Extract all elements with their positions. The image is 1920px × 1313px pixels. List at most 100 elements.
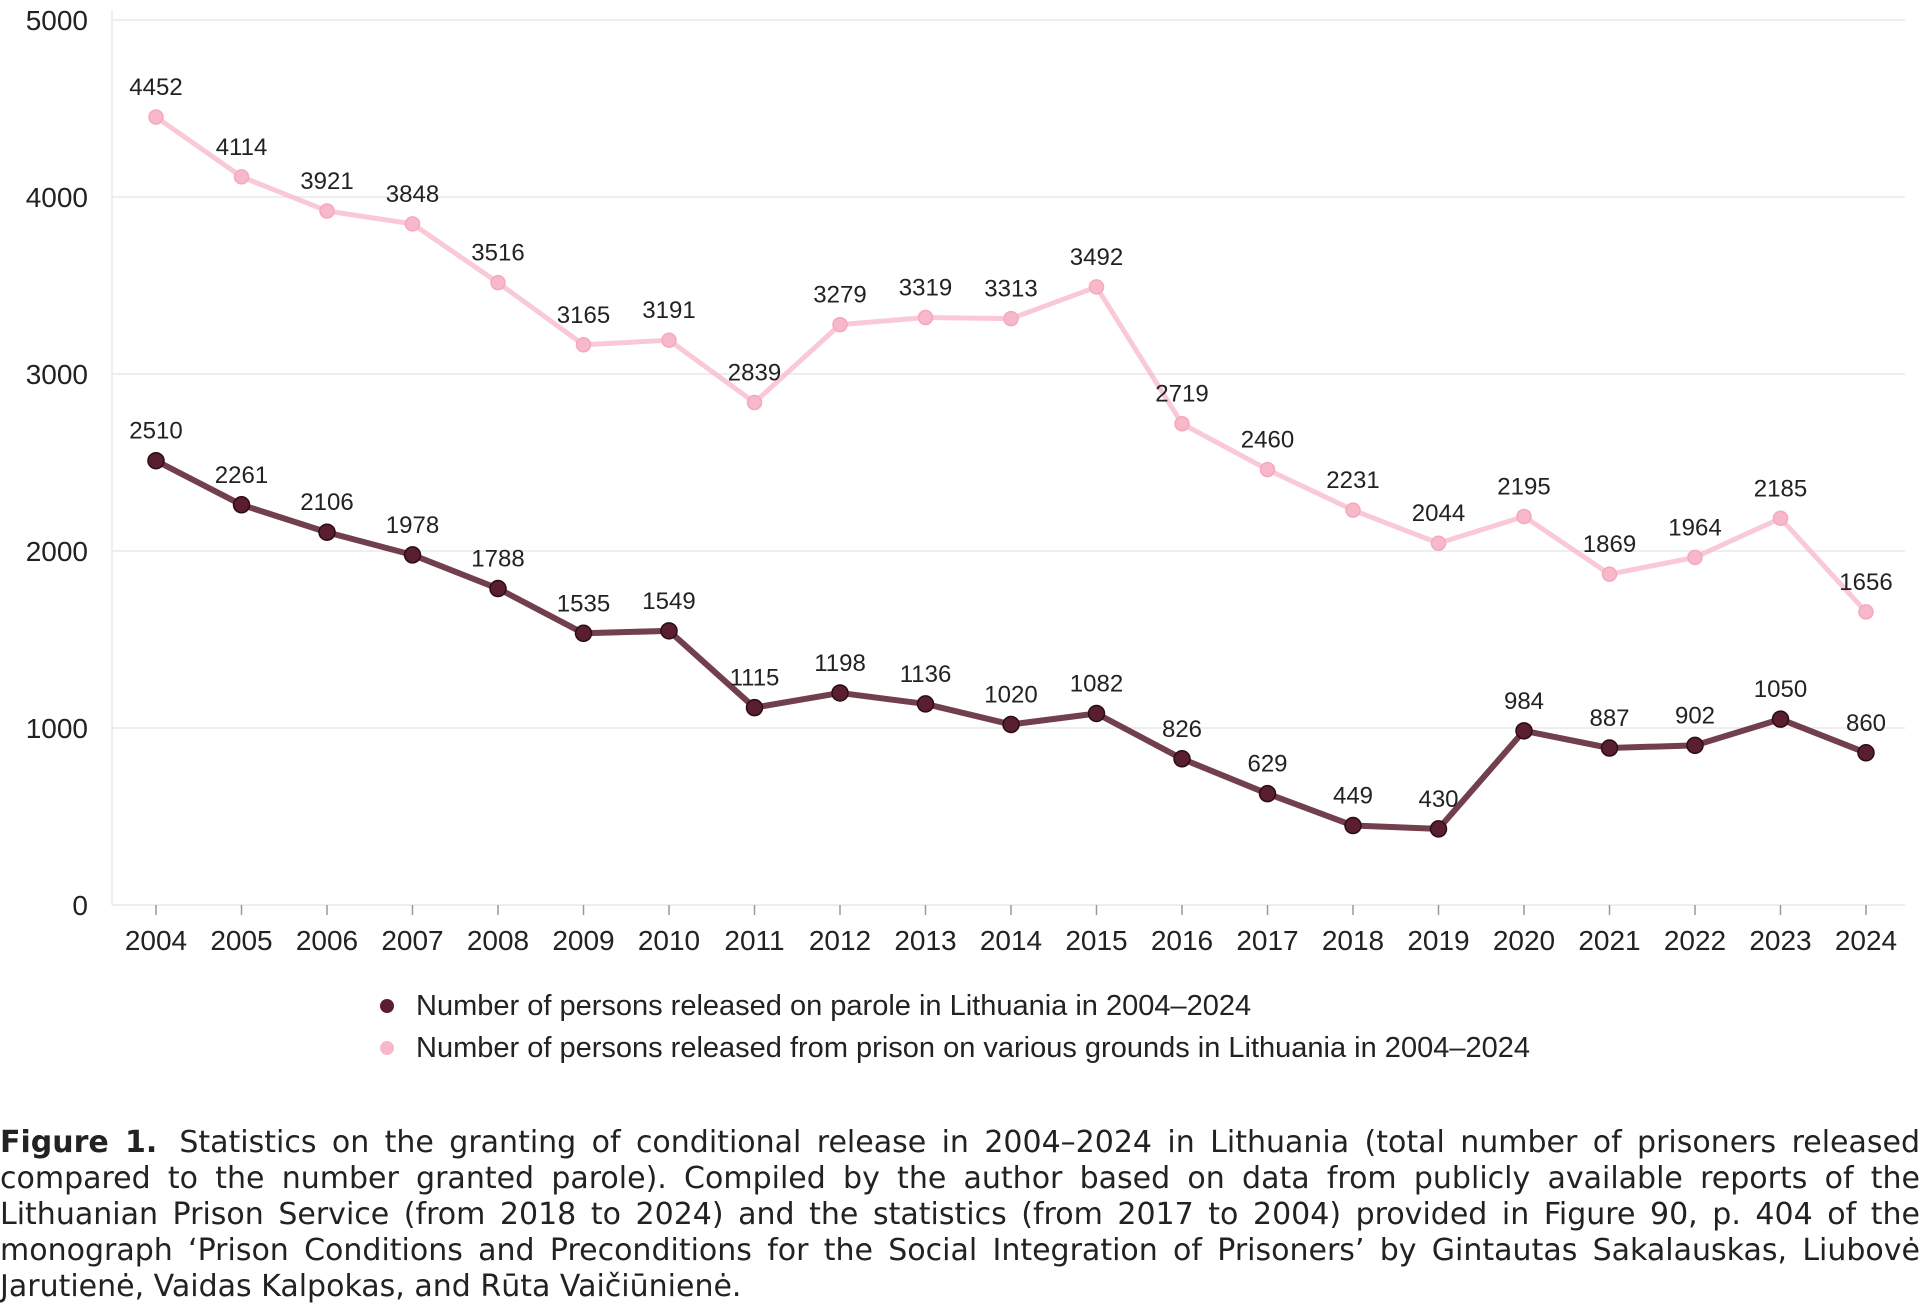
x-tick-label: 2012: [809, 925, 871, 956]
x-tick-label: 2017: [1236, 925, 1298, 956]
series-1-data-label: 4114: [216, 134, 268, 161]
series-1-data-label: 3191: [642, 297, 695, 324]
series-0-point: [745, 698, 764, 717]
series-0-segment: [495, 585, 587, 637]
series-0-segment: [666, 627, 758, 711]
x-tick-label: 2021: [1578, 925, 1640, 956]
series-1-segment: [1008, 284, 1099, 322]
x-tick-label: 2005: [210, 925, 272, 956]
series-1-segment: [666, 337, 757, 405]
series-0-data-label: 1050: [1754, 676, 1807, 703]
line-chart: 0 1000 2000 3000 4000 5000 2004 2005 2006 2007 200…: [26, 5, 1905, 956]
series-0-segment: [1008, 710, 1100, 728]
series-1-point: [1345, 502, 1361, 518]
series-1-data-label: 3165: [557, 302, 610, 329]
series-1-segment: [324, 208, 415, 227]
legend-label-parole: Number of persons released on parole in …: [416, 989, 1252, 1022]
series-0-point: [403, 546, 422, 564]
series-1-data-label: 2044: [1412, 500, 1465, 527]
series-0-segment: [1606, 742, 1698, 752]
legend-marker-parole: [380, 999, 394, 1013]
series-1-segment: [495, 280, 586, 348]
legend-item-released: Number of persons released from prison o…: [380, 1027, 1530, 1069]
series-0-data-label: 1020: [984, 681, 1037, 708]
series-0-data-label: 1788: [471, 546, 524, 573]
series-1-data-label: 4452: [129, 74, 182, 101]
x-tick-label: 2009: [552, 925, 614, 956]
series-0-point: [1087, 704, 1106, 723]
series-0-data-label: 1082: [1070, 670, 1123, 697]
series-1-point: [233, 169, 250, 185]
series-0-segment: [1264, 790, 1356, 829]
series-1-point: [1687, 549, 1703, 566]
series-1-point: [1003, 310, 1019, 327]
series-0-point: [916, 695, 935, 713]
y-tick-label: 3000: [26, 359, 88, 390]
series-0-data-label: 1136: [900, 661, 952, 688]
series-1-point: [404, 216, 421, 232]
series-0-segment: [1179, 755, 1271, 797]
series-1-point: [1088, 279, 1105, 295]
x-tick-label: 2018: [1322, 925, 1384, 956]
series-1-data-label: 1656: [1839, 569, 1892, 596]
y-tick-label: 1000: [26, 713, 88, 744]
series-1-point: [319, 203, 335, 219]
series-0-segment: [153, 457, 245, 508]
series-1-segment: [581, 337, 672, 348]
series-0-point: [1344, 816, 1362, 835]
legend-item-parole: Number of persons released on parole in …: [380, 985, 1530, 1027]
series-1-point: [1430, 535, 1447, 551]
series-1-point: [746, 394, 763, 411]
chart-legend: Number of persons released on parole in …: [380, 985, 1530, 1069]
x-tick-label: 2023: [1749, 925, 1811, 956]
series-1-segment: [1436, 513, 1527, 546]
x-tick-label: 2013: [894, 925, 956, 956]
series-0-data-label: 860: [1846, 710, 1886, 737]
series-0-segment: [922, 700, 1014, 728]
series-0-point: [1857, 744, 1875, 762]
series-0-segment: [1093, 710, 1185, 762]
series-0-data-label: 2261: [215, 462, 268, 489]
series-1-segment: [1692, 515, 1783, 560]
series-1-point: [1516, 508, 1532, 525]
series-0-point: [1600, 739, 1619, 757]
series-0-point: [1002, 715, 1020, 734]
series-1-segment: [1350, 507, 1441, 546]
series-0-point: [1173, 750, 1191, 768]
series-1-segment: [239, 174, 330, 214]
x-tick-label: 2011: [724, 925, 784, 956]
x-tick-label: 2022: [1664, 925, 1726, 956]
series-1-data-label: 3313: [984, 276, 1037, 303]
series-0-data-label: 984: [1504, 688, 1544, 715]
series-1-data-label: 2231: [1326, 467, 1379, 494]
legend-marker-released: [380, 1041, 394, 1055]
x-tick-label: 2020: [1493, 925, 1555, 956]
series-0-segment: [1777, 716, 1869, 756]
series-1-segment: [153, 114, 244, 180]
series-1-data-label: 2185: [1754, 475, 1807, 502]
series-0-data-label: 1198: [814, 650, 866, 677]
series-1-point: [1259, 461, 1276, 478]
series-0-point: [232, 496, 251, 514]
series-1-data-label: 3319: [899, 275, 952, 302]
series-1-point: [1772, 510, 1789, 527]
series-0-segment: [1435, 727, 1527, 832]
series-1-segment: [837, 315, 928, 328]
legend-label-released: Number of persons released from prison o…: [416, 1031, 1530, 1064]
series-0-segment: [1521, 727, 1613, 752]
figure-caption: Figure 1. Statistics on the granting of c…: [0, 1125, 1920, 1305]
series-1-segment: [1521, 513, 1612, 577]
series-1-segment: [1778, 515, 1869, 615]
series-1-point: [1601, 566, 1618, 582]
series-0-data-label: 449: [1333, 783, 1373, 810]
series-0-data-label: 2510: [129, 418, 182, 445]
series-0-data-label: 2106: [300, 489, 353, 516]
series-0-point: [489, 579, 507, 598]
series-0-point: [1429, 820, 1448, 838]
series-1-point: [661, 332, 677, 348]
series-0-point: [831, 684, 849, 702]
series-0-data-label: 826: [1162, 716, 1202, 743]
series-0-segment: [238, 501, 330, 536]
series-0-point: [1771, 710, 1790, 728]
x-tick-label: 2006: [296, 925, 358, 956]
